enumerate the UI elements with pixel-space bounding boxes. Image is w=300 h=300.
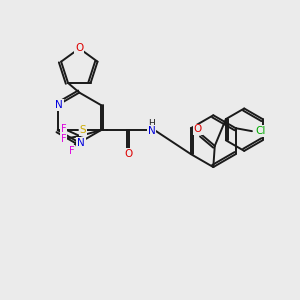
Text: H: H (148, 119, 155, 128)
Text: S: S (80, 125, 86, 135)
Text: N: N (77, 138, 85, 148)
Text: O: O (75, 44, 83, 53)
Text: O: O (124, 149, 133, 159)
Text: F: F (69, 146, 74, 156)
Text: N: N (148, 126, 155, 136)
Text: F: F (61, 134, 66, 144)
Text: Cl: Cl (255, 126, 266, 136)
Text: O: O (194, 124, 202, 134)
Text: N: N (55, 100, 63, 110)
Text: F: F (61, 124, 66, 134)
